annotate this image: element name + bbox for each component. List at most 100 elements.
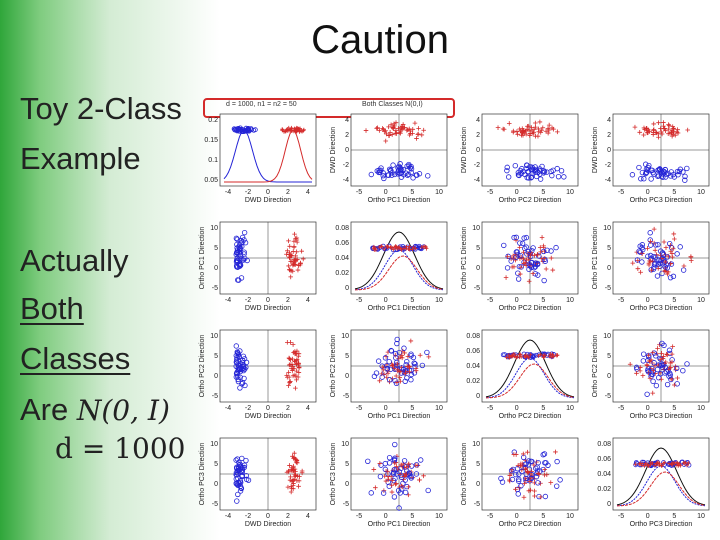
point-plus <box>290 364 295 369</box>
point-circle <box>401 345 407 351</box>
point-circle <box>640 351 647 357</box>
point-plus <box>286 468 291 474</box>
point-plus <box>511 128 516 134</box>
left-text-line-6: Are N(0, I) <box>20 394 170 425</box>
point-plus <box>674 460 679 465</box>
point-plus <box>658 129 664 135</box>
point-plus <box>548 255 554 261</box>
y-tick-label: -5 <box>212 393 218 400</box>
point-circle <box>647 237 653 243</box>
point-plus <box>537 119 543 125</box>
point-plus <box>298 260 303 266</box>
point-plus <box>665 271 670 277</box>
point-plus <box>417 352 423 358</box>
point-plus <box>400 348 406 354</box>
y-tick-label: 10 <box>603 225 611 232</box>
point-plus <box>286 362 292 368</box>
x-tick-label: 5 <box>541 297 545 304</box>
point-circle <box>425 173 431 179</box>
point-plus <box>293 385 298 391</box>
point-plus <box>675 375 680 381</box>
point-plus <box>404 127 410 133</box>
point-plus <box>546 127 552 133</box>
point-circle <box>541 168 547 174</box>
panel-r1-c2: -5 0 5 10 Ortho PC2 Direction 10 5 0 -5 Ortho PC1… <box>461 221 579 312</box>
point-plus <box>294 368 299 374</box>
x-tick-label: 10 <box>566 189 574 196</box>
point-plus <box>383 128 388 134</box>
point-plus <box>668 365 673 370</box>
x-tick-label: 0 <box>384 189 388 196</box>
point-circle <box>239 455 245 462</box>
point-plus <box>650 350 656 355</box>
point-circle <box>398 365 405 371</box>
point-plus <box>506 352 511 357</box>
point-circle <box>233 343 240 349</box>
point-circle <box>397 167 404 173</box>
point-plus <box>393 128 399 133</box>
point-circle <box>677 244 683 250</box>
point-circle <box>680 169 686 175</box>
y-tick-label: 0.06 <box>597 456 611 463</box>
point-plus <box>653 463 658 468</box>
point-plus <box>289 129 294 134</box>
point-plus <box>292 471 297 477</box>
point-circle <box>534 261 541 268</box>
point-plus <box>667 130 673 136</box>
point-plus <box>540 125 546 131</box>
y-tick-label: -5 <box>343 501 349 508</box>
point-circle <box>381 175 387 182</box>
point-plus <box>282 129 287 134</box>
density-curve-blue <box>485 357 575 399</box>
point-circle <box>667 274 674 281</box>
point-circle <box>404 358 410 365</box>
point-plus <box>294 362 299 367</box>
y-tick-label: 5 <box>607 353 611 360</box>
point-plus <box>392 460 397 466</box>
point-plus <box>630 260 636 266</box>
y-axis-label: Ortho PC2 Direction <box>330 335 337 398</box>
point-circle <box>526 175 532 181</box>
point-plus <box>407 247 412 252</box>
point-plus <box>532 493 537 499</box>
point-plus <box>371 246 376 251</box>
point-circle <box>239 380 246 386</box>
point-circle <box>525 248 532 255</box>
point-plus <box>550 267 556 273</box>
point-plus <box>394 131 399 136</box>
point-plus <box>538 129 544 135</box>
point-plus <box>634 371 639 376</box>
point-plus <box>661 354 666 359</box>
point-plus <box>380 367 386 373</box>
point-circle <box>653 382 660 389</box>
point-circle <box>521 245 528 252</box>
point-circle <box>639 259 645 265</box>
point-plus <box>685 127 690 133</box>
point-circle <box>241 229 248 236</box>
point-circle <box>682 173 688 180</box>
point-plus <box>672 132 678 138</box>
point-circle <box>410 175 416 181</box>
point-plus <box>289 126 294 131</box>
point-circle <box>651 360 657 366</box>
point-circle <box>396 349 402 356</box>
point-circle <box>659 340 665 347</box>
point-circle <box>237 253 244 259</box>
point-circle <box>535 459 541 466</box>
point-plus <box>393 373 399 379</box>
point-plus <box>549 355 554 360</box>
y-tick-label: 2 <box>345 132 349 139</box>
point-circle <box>239 473 245 480</box>
point-circle <box>410 354 417 361</box>
x-tick-label: 5 <box>541 405 545 412</box>
point-plus <box>417 477 422 483</box>
point-plus <box>295 374 301 380</box>
point-plus <box>538 249 543 255</box>
panel-r3-c2: -5 0 5 10 Ortho PC2 Direction 10 5 0 -5 Ortho PC3… <box>461 437 579 528</box>
point-plus <box>288 489 294 495</box>
point-plus <box>660 356 666 361</box>
point-plus <box>670 246 676 252</box>
x-tick-label: -5 <box>356 189 362 196</box>
density-curve-total <box>616 447 706 506</box>
point-plus <box>286 263 291 269</box>
